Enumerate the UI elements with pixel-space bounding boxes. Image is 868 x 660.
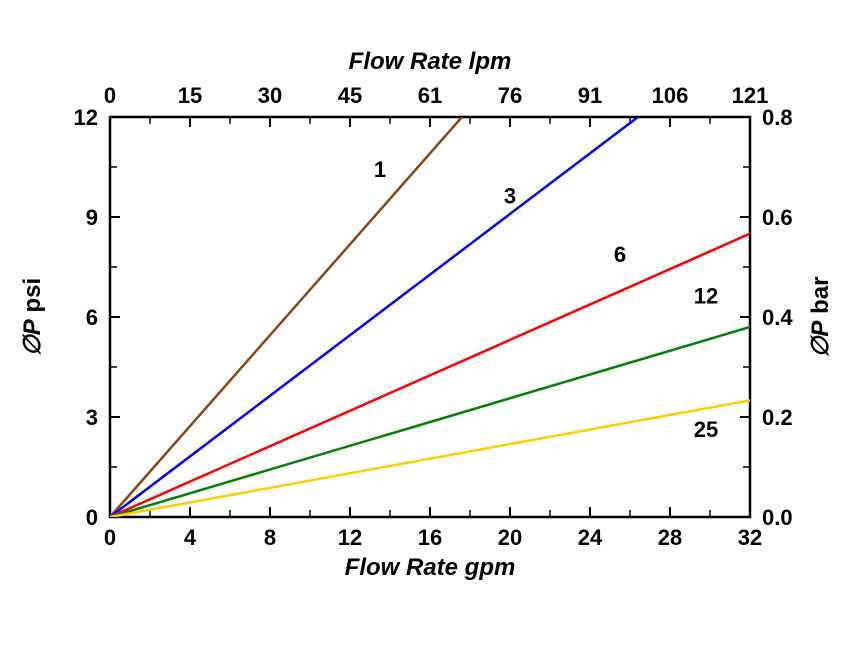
series-1 xyxy=(110,117,462,517)
yr-tick: 0.0 xyxy=(762,505,793,530)
series-6 xyxy=(110,234,750,517)
xb-tick: 8 xyxy=(264,525,276,550)
xb-tick: 4 xyxy=(184,525,197,550)
chart-svg: 048121620242832Flow Rate gpm015304561769… xyxy=(0,0,868,660)
yl-tick: 0 xyxy=(86,505,98,530)
x-bottom-label: Flow Rate gpm xyxy=(345,554,516,581)
y-left-label: ∅P psi xyxy=(19,278,46,356)
xb-tick: 24 xyxy=(578,525,603,550)
y-right-label: ∅P bar xyxy=(807,277,834,358)
xt-tick: 76 xyxy=(498,83,522,108)
xt-tick: 106 xyxy=(652,83,689,108)
yr-tick: 0.2 xyxy=(762,405,793,430)
xb-tick: 12 xyxy=(338,525,362,550)
xt-tick: 15 xyxy=(178,83,202,108)
series-12 xyxy=(110,327,750,517)
xb-tick: 32 xyxy=(738,525,762,550)
xb-tick: 16 xyxy=(418,525,442,550)
series-label-3: 3 xyxy=(504,184,516,209)
xb-tick: 0 xyxy=(104,525,116,550)
xb-tick: 28 xyxy=(658,525,682,550)
yl-tick: 3 xyxy=(86,405,98,430)
yl-tick: 9 xyxy=(86,205,98,230)
xt-tick: 0 xyxy=(104,83,116,108)
series-label-12: 12 xyxy=(694,284,718,309)
xt-tick: 30 xyxy=(258,83,282,108)
pressure-drop-chart: 048121620242832Flow Rate gpm015304561769… xyxy=(0,0,868,660)
yl-tick: 12 xyxy=(74,105,98,130)
yr-tick: 0.8 xyxy=(762,105,793,130)
yl-tick: 6 xyxy=(86,305,98,330)
x-top-label: Flow Rate lpm xyxy=(349,48,512,75)
xt-tick: 91 xyxy=(578,83,602,108)
series-label-25: 25 xyxy=(694,417,718,442)
xt-tick: 61 xyxy=(418,83,442,108)
xb-tick: 20 xyxy=(498,525,522,550)
series-label-1: 1 xyxy=(374,157,386,182)
yr-tick: 0.4 xyxy=(762,305,793,330)
xt-tick: 45 xyxy=(338,83,362,108)
series-label-6: 6 xyxy=(614,242,626,267)
yr-tick: 0.6 xyxy=(762,205,793,230)
series-25 xyxy=(110,400,750,517)
plot-border xyxy=(110,117,750,517)
